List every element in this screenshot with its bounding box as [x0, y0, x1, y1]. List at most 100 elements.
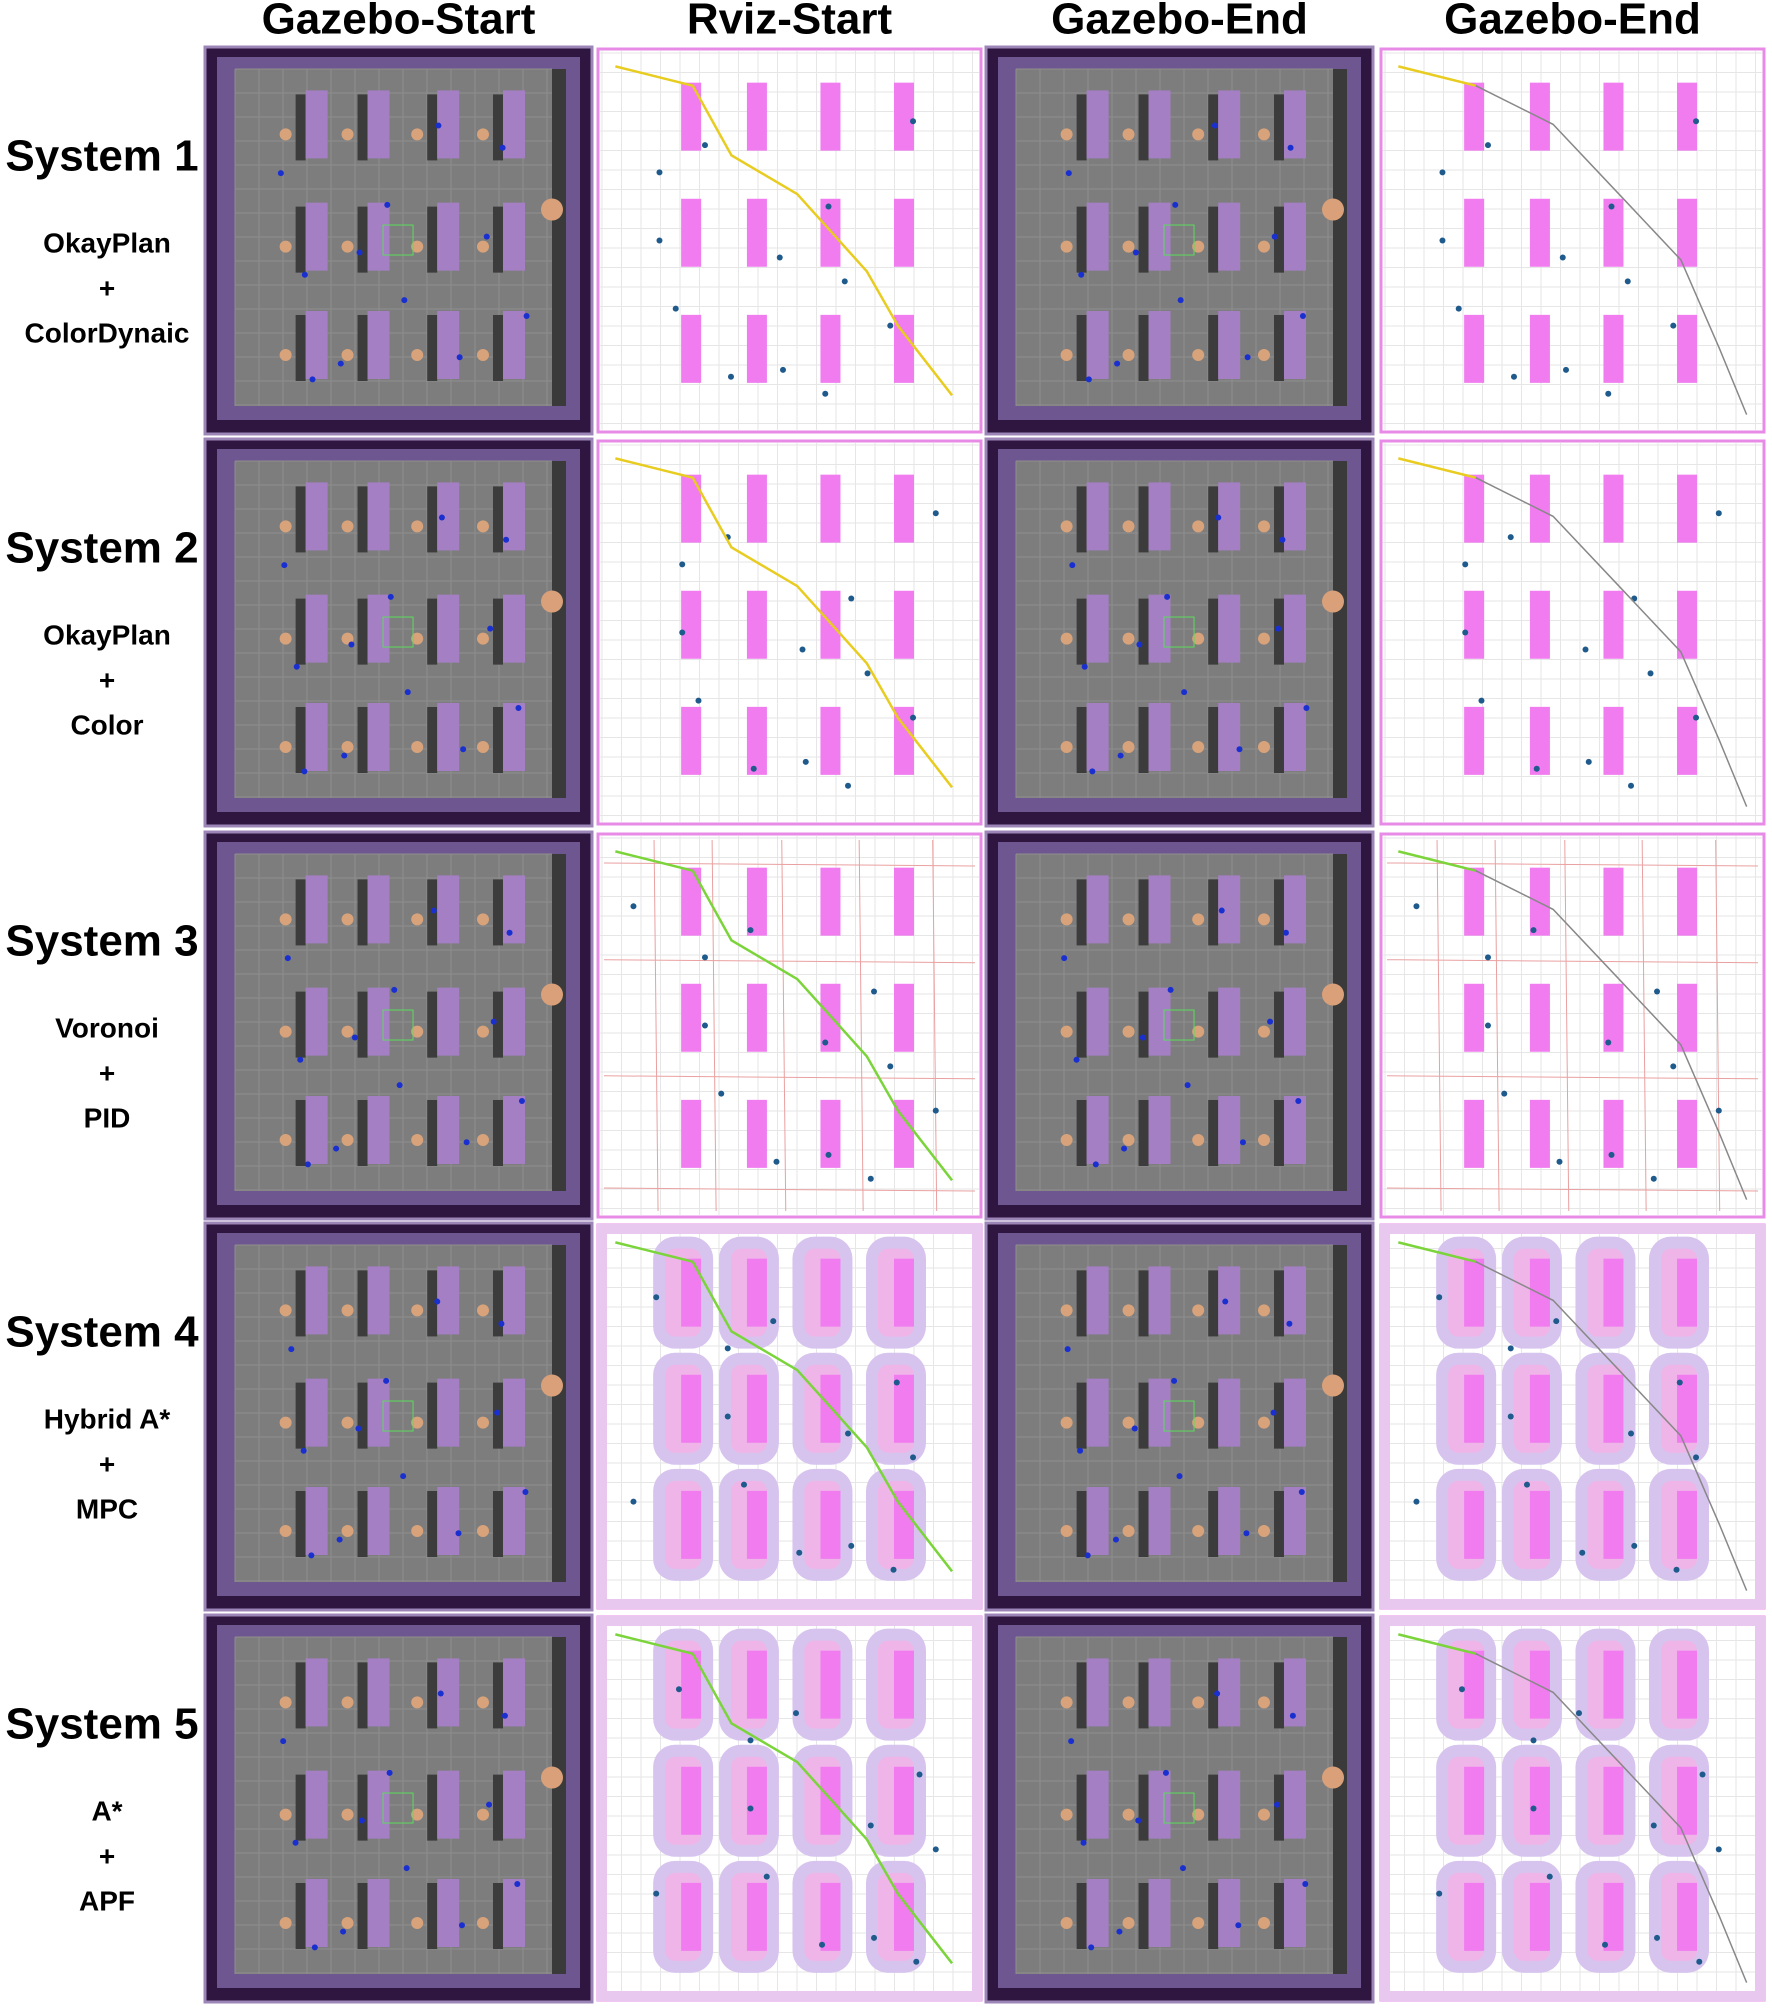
person: [341, 740, 354, 753]
obstacle: [1464, 983, 1485, 1052]
desk: [502, 1378, 525, 1447]
person: [341, 632, 354, 645]
planned-path: [615, 1241, 954, 1573]
desk: [1148, 482, 1171, 551]
pedestrian: [486, 1801, 493, 1808]
obstacle: [1529, 82, 1550, 151]
pedestrian: [403, 1865, 410, 1872]
obstacle: [1676, 314, 1697, 383]
person: [1060, 1133, 1073, 1146]
system-label: System 3: [5, 917, 198, 966]
obstacle: [820, 82, 841, 151]
pedestrian: [522, 1488, 529, 1495]
pedestrian: [1271, 233, 1278, 240]
obstacle: [1603, 1882, 1624, 1951]
voronoi-edge: [1386, 959, 1759, 964]
desk: [502, 702, 525, 771]
person: [1122, 1916, 1135, 1929]
desk: [1086, 594, 1109, 663]
voronoi-edge: [603, 1075, 976, 1080]
person: [1257, 1133, 1270, 1146]
obstacle: [820, 1490, 841, 1559]
pedestrian: [1089, 768, 1096, 775]
pedestrian: [1303, 704, 1310, 711]
obstacle: [746, 1766, 767, 1835]
person: [341, 1916, 354, 1929]
desk: [1086, 702, 1109, 771]
desk-shadow: [1273, 1774, 1284, 1841]
desk-shadow: [1273, 94, 1284, 161]
obstacle: [1529, 314, 1550, 383]
pedestrian-marker: [841, 278, 848, 285]
obstacle: [1603, 983, 1624, 1052]
pedestrian: [1275, 625, 1282, 632]
pedestrian-marker: [1484, 954, 1491, 961]
obstacle: [1529, 706, 1550, 775]
pedestrian-marker: [724, 1413, 731, 1420]
pedestrian: [438, 514, 445, 521]
desk: [502, 1266, 525, 1335]
desk: [1283, 1878, 1306, 1947]
person: [1122, 348, 1135, 361]
voronoi-edge: [1494, 839, 1500, 1212]
desk-shadow: [492, 1662, 503, 1729]
pedestrian-marker: [763, 1873, 770, 1880]
obstacle: [681, 983, 702, 1052]
obstacle: [1464, 867, 1485, 936]
pedestrian-marker: [1484, 1022, 1491, 1029]
desk-shadow: [1208, 314, 1219, 381]
desk: [305, 987, 328, 1056]
desk: [437, 202, 460, 271]
pedestrian: [386, 1769, 393, 1776]
desk-shadow: [1138, 1382, 1149, 1449]
obstacle: [1464, 1099, 1485, 1168]
desk: [437, 1266, 460, 1335]
pedestrian: [293, 663, 300, 670]
pedestrian-marker: [1582, 646, 1589, 653]
desk-shadow: [295, 598, 306, 665]
obstacle: [1529, 1258, 1550, 1327]
desk: [1086, 1770, 1109, 1839]
pedestrian-marker: [1693, 714, 1700, 721]
pedestrian: [1289, 1712, 1296, 1719]
pedestrian-marker: [1546, 1873, 1553, 1880]
person: [341, 240, 354, 253]
desk-shadow: [1138, 991, 1149, 1058]
person: [279, 1025, 292, 1038]
pedestrian: [1131, 1425, 1138, 1432]
column-header: Rviz-Start: [687, 0, 893, 44]
person: [476, 740, 489, 753]
person: [1060, 128, 1073, 141]
rviz-bg: [596, 832, 983, 1219]
person: [411, 1524, 424, 1537]
desk: [1148, 1878, 1171, 1947]
robot-trajectory: [1475, 1261, 1748, 1591]
pedestrian-marker: [932, 1107, 939, 1114]
person: [1192, 632, 1205, 645]
desk-shadow: [295, 314, 306, 381]
voronoi-edge: [781, 839, 787, 1212]
person: [1257, 1304, 1270, 1317]
pedestrian: [404, 689, 411, 696]
person: [1122, 1808, 1135, 1821]
desk: [1218, 1878, 1241, 1947]
person: [1192, 1304, 1205, 1317]
pedestrian: [523, 312, 530, 319]
pedestrian: [1117, 752, 1124, 759]
inflation-border: [1380, 1224, 1765, 1609]
desk-shadow: [427, 486, 438, 553]
pedestrian: [1069, 562, 1076, 569]
person: [1257, 1025, 1270, 1038]
obstacle: [681, 1490, 702, 1559]
obstacle: [1676, 1490, 1697, 1559]
desk-shadow: [1076, 1882, 1087, 1949]
desk: [437, 1658, 460, 1727]
person: [1257, 632, 1270, 645]
obstacle: [893, 1882, 914, 1951]
obstacle: [746, 867, 767, 936]
pedestrian-marker: [1628, 1430, 1635, 1437]
person: [1060, 1808, 1073, 1821]
desk-shadow: [427, 206, 438, 273]
rviz-bg: [1379, 832, 1766, 1219]
pedestrian: [430, 907, 437, 914]
